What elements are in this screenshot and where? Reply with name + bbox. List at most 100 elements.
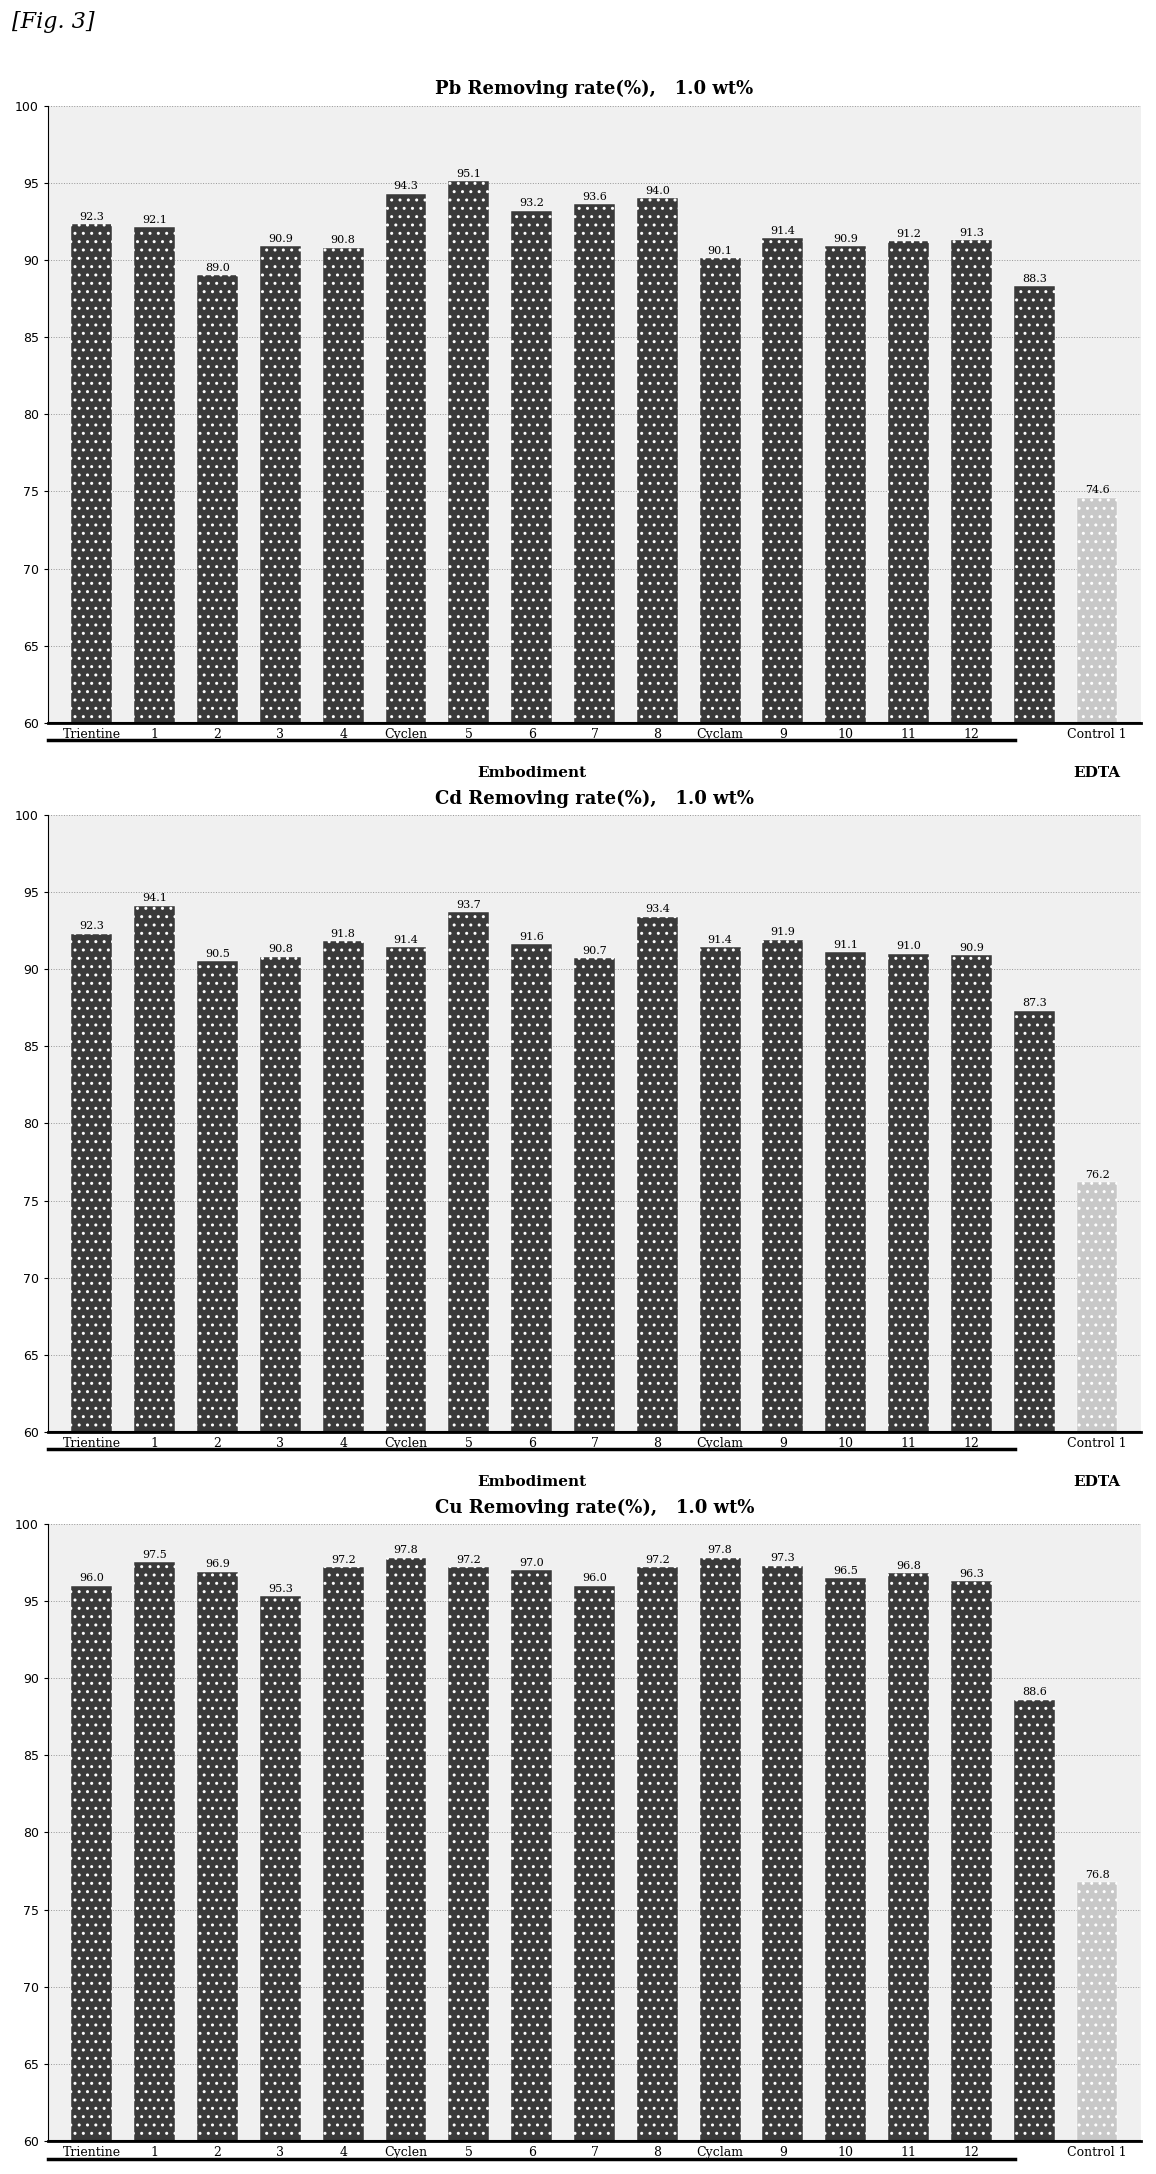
Bar bbox=[386, 948, 427, 2174]
Text: 93.2: 93.2 bbox=[519, 198, 544, 209]
Text: 90.8: 90.8 bbox=[331, 235, 356, 246]
Text: EDTA: EDTA bbox=[1074, 767, 1120, 780]
Text: 91.4: 91.4 bbox=[393, 935, 418, 946]
Bar bbox=[888, 1574, 929, 2174]
Bar bbox=[198, 1572, 238, 2174]
Bar bbox=[888, 241, 929, 1648]
Text: 95.3: 95.3 bbox=[268, 1585, 292, 1594]
Text: 91.3: 91.3 bbox=[959, 228, 984, 237]
Bar bbox=[134, 1563, 175, 2174]
Bar bbox=[1014, 287, 1054, 1648]
Text: 92.1: 92.1 bbox=[142, 215, 168, 226]
Text: 97.0: 97.0 bbox=[519, 1559, 544, 1567]
Bar bbox=[198, 276, 238, 1648]
Text: 91.0: 91.0 bbox=[896, 941, 921, 952]
Text: 90.5: 90.5 bbox=[205, 950, 230, 959]
Text: 76.8: 76.8 bbox=[1084, 1870, 1110, 1881]
Text: [Fig. 3]: [Fig. 3] bbox=[12, 11, 94, 33]
Bar bbox=[763, 239, 803, 1648]
Bar bbox=[1076, 498, 1118, 1648]
Title: Cd Removing rate(%),   1.0 wt%: Cd Removing rate(%), 1.0 wt% bbox=[435, 789, 754, 807]
Bar bbox=[260, 957, 301, 2174]
Text: 93.4: 93.4 bbox=[645, 904, 669, 915]
Text: 91.9: 91.9 bbox=[771, 928, 795, 937]
Text: 95.1: 95.1 bbox=[457, 170, 481, 178]
Bar bbox=[1014, 1011, 1054, 2174]
Text: 97.2: 97.2 bbox=[457, 1554, 481, 1565]
Text: 91.4: 91.4 bbox=[707, 935, 733, 946]
Text: 88.6: 88.6 bbox=[1022, 1687, 1046, 1698]
Bar bbox=[449, 911, 489, 2174]
Text: 96.0: 96.0 bbox=[581, 1574, 607, 1583]
Bar bbox=[575, 204, 615, 1648]
Text: 74.6: 74.6 bbox=[1084, 485, 1110, 496]
Bar bbox=[699, 948, 741, 2174]
Text: 97.8: 97.8 bbox=[393, 1546, 418, 1554]
Bar bbox=[699, 1559, 741, 2174]
Bar bbox=[763, 1565, 803, 2174]
Bar bbox=[1076, 1883, 1118, 2174]
Text: 90.9: 90.9 bbox=[833, 233, 858, 243]
Text: 91.4: 91.4 bbox=[771, 226, 795, 237]
Bar bbox=[260, 246, 301, 1648]
Text: 91.1: 91.1 bbox=[833, 939, 858, 950]
Bar bbox=[699, 259, 741, 1648]
Bar bbox=[825, 952, 866, 2174]
Text: 97.2: 97.2 bbox=[331, 1554, 356, 1565]
Bar bbox=[511, 944, 553, 2174]
Bar bbox=[386, 1559, 427, 2174]
Bar bbox=[323, 1567, 364, 2174]
Text: 87.3: 87.3 bbox=[1022, 998, 1046, 1009]
Bar bbox=[825, 1578, 866, 2174]
Text: 88.3: 88.3 bbox=[1022, 274, 1046, 285]
Bar bbox=[260, 1596, 301, 2174]
Text: Embodiment: Embodiment bbox=[477, 767, 586, 780]
Text: 90.7: 90.7 bbox=[583, 946, 607, 957]
Bar bbox=[449, 1567, 489, 2174]
Bar bbox=[449, 180, 489, 1648]
Bar bbox=[511, 211, 553, 1648]
Bar bbox=[198, 961, 238, 2174]
Bar bbox=[323, 941, 364, 2174]
Text: 96.0: 96.0 bbox=[80, 1574, 104, 1583]
Bar bbox=[1014, 1700, 1054, 2174]
Text: 89.0: 89.0 bbox=[205, 263, 230, 274]
Text: 97.8: 97.8 bbox=[707, 1546, 733, 1554]
Text: 93.7: 93.7 bbox=[457, 900, 481, 909]
Text: 76.2: 76.2 bbox=[1084, 1170, 1110, 1180]
Bar bbox=[888, 954, 929, 2174]
Text: 96.3: 96.3 bbox=[959, 1570, 984, 1578]
Bar bbox=[72, 224, 112, 1648]
Bar bbox=[763, 939, 803, 2174]
Bar bbox=[951, 239, 992, 1648]
Text: 90.9: 90.9 bbox=[959, 944, 984, 952]
Bar bbox=[575, 959, 615, 2174]
Text: EDTA: EDTA bbox=[1074, 1476, 1120, 1489]
Bar bbox=[637, 198, 677, 1648]
Text: 97.2: 97.2 bbox=[645, 1554, 669, 1565]
Bar bbox=[637, 917, 677, 2174]
Text: Embodiment: Embodiment bbox=[477, 1476, 586, 1489]
Text: 97.5: 97.5 bbox=[142, 1550, 168, 1561]
Bar bbox=[134, 228, 175, 1648]
Bar bbox=[575, 1585, 615, 2174]
Bar bbox=[323, 248, 364, 1648]
Text: 94.0: 94.0 bbox=[645, 185, 669, 196]
Text: 96.8: 96.8 bbox=[896, 1561, 921, 1572]
Text: 90.9: 90.9 bbox=[268, 233, 292, 243]
Title: Pb Removing rate(%),   1.0 wt%: Pb Removing rate(%), 1.0 wt% bbox=[436, 80, 754, 98]
Bar bbox=[134, 907, 175, 2174]
Text: 91.8: 91.8 bbox=[331, 928, 356, 939]
Text: 90.8: 90.8 bbox=[268, 944, 292, 954]
Text: 92.3: 92.3 bbox=[80, 922, 104, 930]
Text: 94.3: 94.3 bbox=[393, 180, 418, 191]
Text: 90.1: 90.1 bbox=[707, 246, 733, 257]
Text: 92.3: 92.3 bbox=[80, 213, 104, 222]
Text: 96.5: 96.5 bbox=[833, 1565, 858, 1576]
Bar bbox=[72, 1585, 112, 2174]
Text: 96.9: 96.9 bbox=[205, 1559, 230, 1570]
Bar bbox=[637, 1567, 677, 2174]
Bar bbox=[386, 193, 427, 1648]
Bar bbox=[511, 1570, 553, 2174]
Bar bbox=[951, 954, 992, 2174]
